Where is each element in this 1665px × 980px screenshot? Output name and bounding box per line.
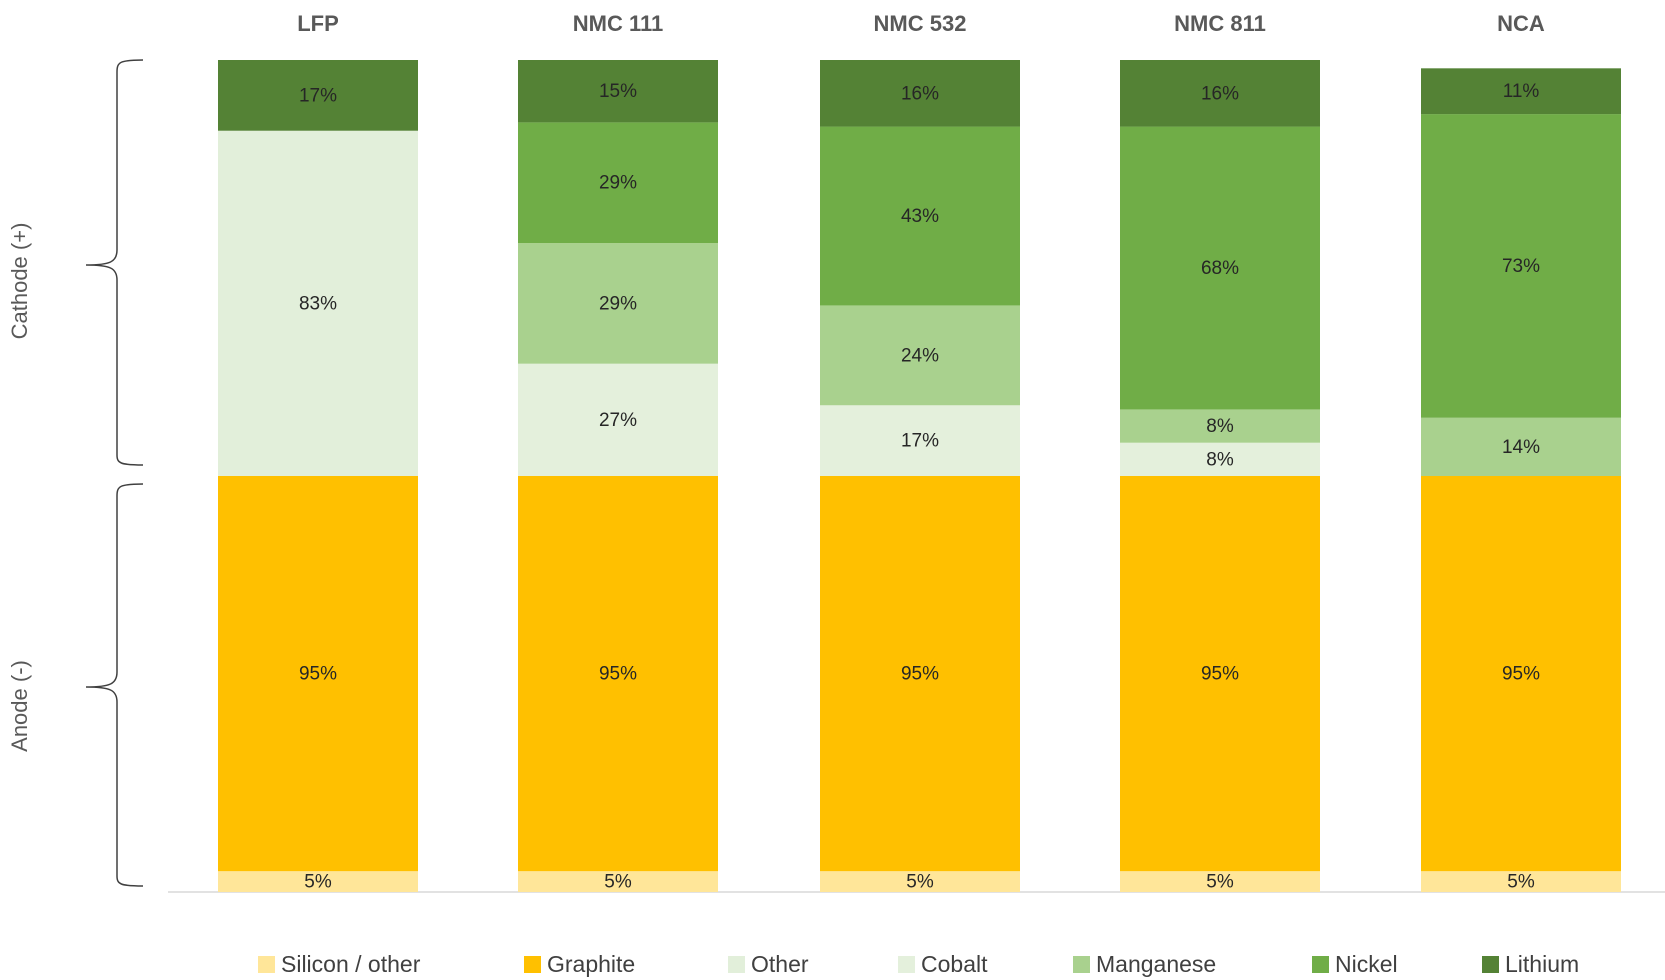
bar-segment xyxy=(218,60,418,131)
data-label: 14% xyxy=(1502,437,1540,458)
bar-segment xyxy=(518,243,718,364)
bar-segment xyxy=(1120,442,1320,476)
legend-swatch xyxy=(1482,956,1499,973)
data-label: 43% xyxy=(901,206,939,227)
bar-segment xyxy=(820,60,1020,127)
data-label: 17% xyxy=(901,431,939,452)
bar-segment xyxy=(1120,126,1320,410)
bar-segment xyxy=(1421,417,1621,476)
x-tick-label: NMC 811 xyxy=(1174,11,1266,36)
data-label: 5% xyxy=(604,872,632,893)
data-label: 95% xyxy=(599,664,637,685)
data-label: 95% xyxy=(1502,664,1540,685)
anode-brace xyxy=(85,483,144,887)
bar-segment xyxy=(820,871,1020,892)
data-label: 15% xyxy=(599,81,637,102)
bar-segment xyxy=(518,122,718,244)
bar-segment xyxy=(218,871,418,892)
legend-swatch xyxy=(1073,956,1090,973)
legend-swatch xyxy=(1312,956,1329,973)
data-label: 8% xyxy=(1206,449,1234,470)
bar-segment xyxy=(1421,476,1621,872)
group-label: Anode (-) xyxy=(7,660,32,752)
x-tick-label: NCA xyxy=(1497,11,1545,36)
bar-segment xyxy=(218,476,418,872)
data-label: 11% xyxy=(1503,81,1540,102)
bar-segment xyxy=(1421,114,1621,418)
data-label: 95% xyxy=(299,664,337,685)
data-label: 29% xyxy=(599,173,637,194)
x-tick-label: LFP xyxy=(297,11,339,36)
bar-segment xyxy=(1120,476,1320,872)
data-label: 27% xyxy=(599,410,637,431)
legend-label: Manganese xyxy=(1096,951,1216,977)
data-label: 16% xyxy=(1201,83,1239,104)
legend-swatch xyxy=(898,956,915,973)
legend-swatch xyxy=(258,956,275,973)
legend-label: Silicon / other xyxy=(281,951,421,977)
bar-segment xyxy=(218,130,418,476)
legend-label: Cobalt xyxy=(921,951,988,977)
data-label: 24% xyxy=(901,345,939,366)
data-label: 17% xyxy=(299,85,337,106)
bar-segment xyxy=(518,476,718,872)
legend-label: Lithium xyxy=(1505,951,1579,977)
bar-segment xyxy=(820,476,1020,872)
data-label: 83% xyxy=(299,293,337,314)
legend-swatch xyxy=(524,956,541,973)
bar-segment xyxy=(1421,68,1621,115)
data-label: 5% xyxy=(1507,872,1535,893)
bar-segment xyxy=(518,871,718,892)
bar-segment xyxy=(1421,871,1621,892)
bar-segment xyxy=(820,126,1020,306)
legend-label: Other xyxy=(751,951,809,977)
data-label: 16% xyxy=(901,83,939,104)
x-tick-label: NMC 111 xyxy=(573,11,664,36)
data-label: 8% xyxy=(1206,416,1234,437)
data-label: 73% xyxy=(1502,256,1540,277)
data-label: 29% xyxy=(599,293,637,314)
bar-segment xyxy=(518,363,718,476)
legend-swatch xyxy=(728,956,745,973)
data-label: 5% xyxy=(1206,872,1234,893)
data-label: 5% xyxy=(304,872,332,893)
cathode-brace xyxy=(85,59,144,466)
data-label: 5% xyxy=(906,872,934,893)
bar-segment xyxy=(820,405,1020,476)
data-label: 95% xyxy=(901,664,939,685)
data-label: 95% xyxy=(1201,664,1239,685)
legend-label: Nickel xyxy=(1335,951,1398,977)
bar-segment xyxy=(1120,871,1320,892)
x-tick-label: NMC 532 xyxy=(874,11,967,36)
bar-segment xyxy=(1120,60,1320,127)
legend-label: Graphite xyxy=(547,951,635,977)
group-label: Cathode (+) xyxy=(7,223,32,340)
bar-segment xyxy=(820,305,1020,406)
bar-segment xyxy=(1120,409,1320,443)
data-label: 68% xyxy=(1201,258,1239,279)
bar-segment xyxy=(518,60,718,123)
